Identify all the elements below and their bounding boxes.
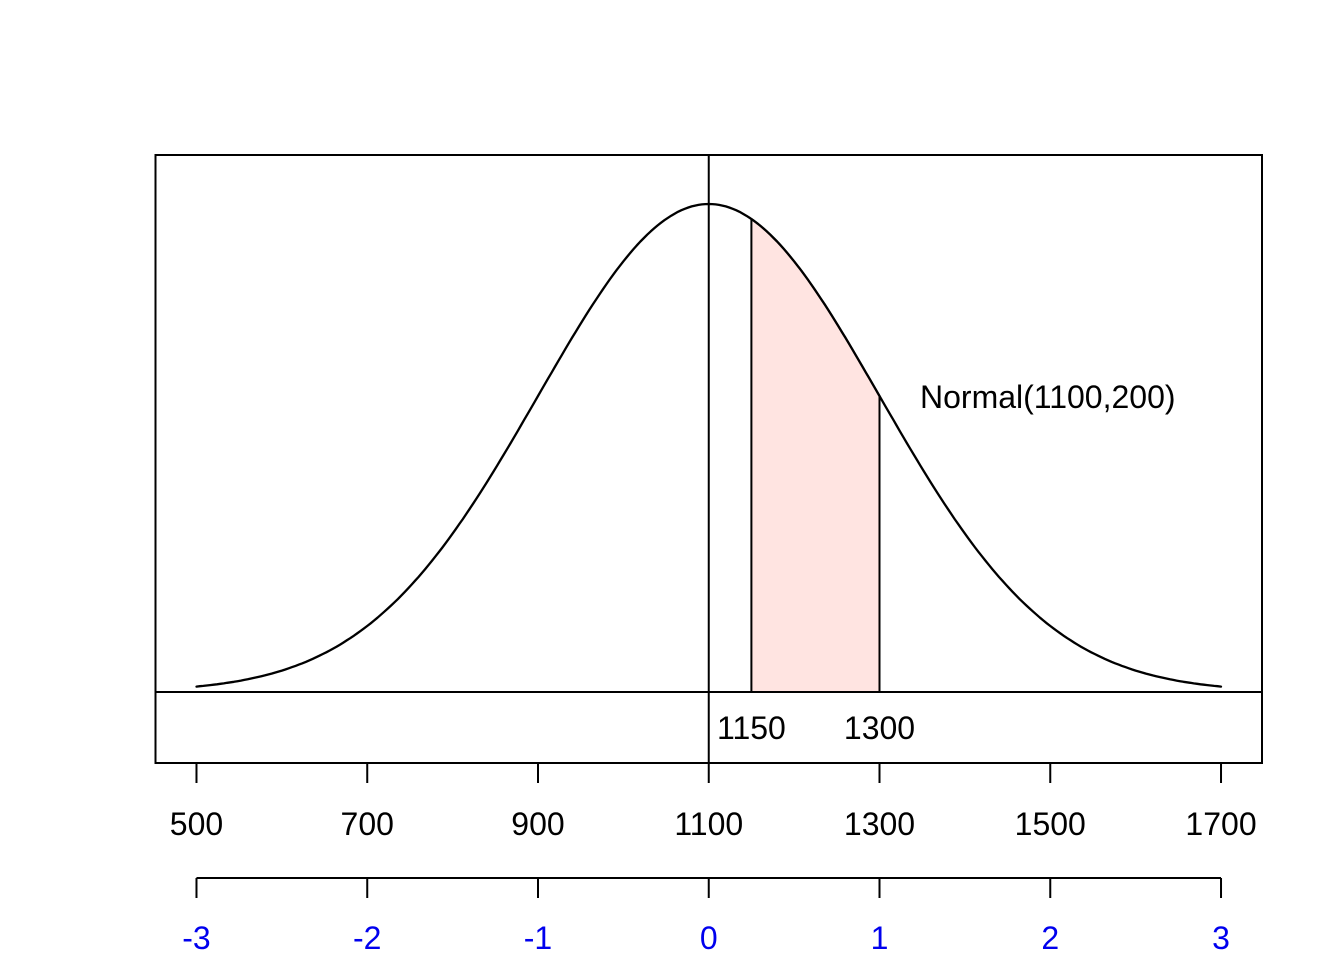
z-axis-tick-label: -1 — [524, 920, 552, 956]
x-axis-tick-label: 1100 — [674, 806, 743, 842]
shaded-region-to-label: 1300 — [843, 710, 916, 746]
z-axis-tick-label: 2 — [1041, 920, 1059, 956]
x-axis-tick-label: 1700 — [1185, 806, 1256, 842]
z-axis-tick-label: -2 — [353, 920, 381, 956]
x-axis-tick-label: 500 — [170, 806, 223, 842]
x-axis-tick-label: 1500 — [1015, 806, 1086, 842]
z-axis-tick-label: 1 — [871, 920, 889, 956]
distribution-annotation: Normal(1100,200) — [920, 379, 1176, 415]
z-axis-tick-label: -3 — [182, 920, 210, 956]
z-axis-tick-label: 3 — [1212, 920, 1230, 956]
z-axis-tick-label: 0 — [700, 920, 718, 956]
shaded-region-from-label: 1150 — [717, 710, 786, 746]
x-axis-tick-label: 900 — [511, 806, 564, 842]
x-axis-tick-label: 1300 — [844, 806, 915, 842]
x-axis-tick-label: 700 — [341, 806, 394, 842]
